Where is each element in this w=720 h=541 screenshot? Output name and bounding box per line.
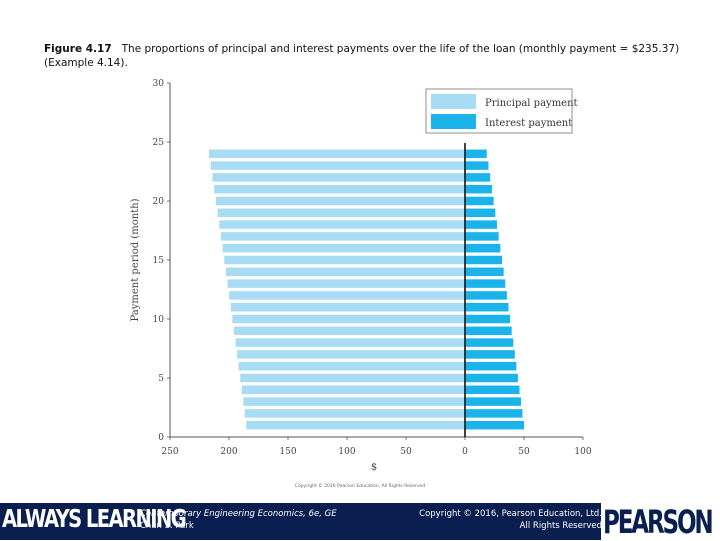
bar-interest-23 bbox=[465, 161, 489, 170]
bar-principal-19 bbox=[217, 208, 465, 218]
y-tick-label: 10 bbox=[153, 315, 165, 325]
legend-swatch-principal bbox=[431, 94, 476, 109]
figure-label: Figure 4.17 bbox=[44, 43, 112, 55]
bar-interest-13 bbox=[465, 279, 506, 288]
footer-slogan: ALWAYS LEARNING bbox=[2, 504, 187, 533]
bar-interest-19 bbox=[465, 208, 496, 218]
legend-swatch-interest bbox=[431, 114, 476, 129]
y-tick-label: 25 bbox=[153, 138, 165, 148]
x-tick-label: 50 bbox=[518, 447, 530, 457]
bar-principal-13 bbox=[227, 279, 465, 288]
bar-principal-12 bbox=[229, 291, 465, 300]
bar-interest-6 bbox=[465, 361, 517, 371]
bar-interest-5 bbox=[465, 373, 518, 383]
payment-chart: 250 200 150 100 50 0 50 100 0 5 10 15 20 25 30 $ Payme… bbox=[130, 79, 592, 489]
bar-principal-23 bbox=[210, 161, 465, 170]
footer-bar: ALWAYS LEARNING Contemporary Engineering… bbox=[0, 503, 720, 541]
bar-interest-7 bbox=[465, 350, 515, 359]
footer-author: Chan S. Park bbox=[140, 521, 194, 531]
y-tick-label: 5 bbox=[158, 374, 164, 384]
bar-principal-6 bbox=[238, 361, 465, 371]
x-axis-label: $ bbox=[371, 462, 377, 473]
figure-caption: Figure 4.17 The proportions of principal… bbox=[44, 42, 684, 70]
bar-principal-14 bbox=[225, 267, 465, 277]
bar-principal-3 bbox=[243, 397, 465, 406]
bar-interest-3 bbox=[465, 397, 521, 406]
bar-principal-1 bbox=[246, 420, 465, 430]
bar-interest-11 bbox=[465, 302, 509, 312]
bar-interest-9 bbox=[465, 326, 512, 336]
bar-principal-22 bbox=[212, 173, 465, 182]
bar-principal-11 bbox=[230, 302, 465, 312]
footer-rights: All Rights Reserved bbox=[519, 521, 602, 531]
bar-interest-10 bbox=[465, 314, 511, 324]
bar-principal-8 bbox=[235, 338, 465, 347]
x-tick-label: 50 bbox=[400, 447, 412, 457]
bar-interest-12 bbox=[465, 291, 507, 300]
footer-copyright: Copyright © 2016, Pearson Education, Ltd… bbox=[419, 509, 602, 519]
footer-book-title: Contemporary Engineering Economics, 6e, … bbox=[140, 509, 337, 519]
bar-interest-16 bbox=[465, 243, 501, 253]
bar-principal-16 bbox=[222, 243, 465, 253]
pearson-logo: PEARSON bbox=[601, 503, 720, 541]
bar-interest-21 bbox=[465, 184, 492, 194]
bar-principal-21 bbox=[214, 184, 465, 194]
bar-interest-1 bbox=[465, 420, 524, 430]
x-tick-label: 150 bbox=[279, 447, 296, 457]
bars-group bbox=[208, 149, 524, 430]
bar-principal-20 bbox=[215, 196, 465, 206]
bar-interest-15 bbox=[465, 255, 503, 265]
bar-interest-22 bbox=[465, 173, 491, 182]
bar-interest-24 bbox=[465, 149, 487, 159]
bar-principal-24 bbox=[208, 149, 465, 159]
ticks-group: 250 200 150 100 50 0 50 100 0 5 10 15 20 25 30 bbox=[153, 79, 592, 457]
x-tick-label: 100 bbox=[574, 447, 591, 457]
y-tick-label: 30 bbox=[153, 79, 165, 89]
x-tick-label: 250 bbox=[161, 447, 178, 457]
x-tick-label: 100 bbox=[338, 447, 355, 457]
bar-interest-20 bbox=[465, 196, 494, 206]
legend-label-interest: Interest payment bbox=[485, 118, 572, 129]
bar-principal-4 bbox=[241, 385, 465, 395]
bar-interest-14 bbox=[465, 267, 504, 277]
bar-principal-18 bbox=[219, 220, 465, 229]
chart-watermark: Copyright © 2016 Pearson Education, All … bbox=[295, 482, 426, 489]
y-axis-label: Payment period (month) bbox=[130, 198, 141, 321]
legend-label-principal: Principal payment bbox=[485, 98, 578, 109]
bar-principal-10 bbox=[232, 314, 465, 324]
bar-principal-9 bbox=[233, 326, 465, 336]
figure-caption-text: The proportions of principal and interes… bbox=[44, 43, 680, 69]
x-tick-label: 0 bbox=[462, 447, 468, 457]
bar-interest-2 bbox=[465, 409, 523, 418]
bar-principal-7 bbox=[237, 350, 465, 359]
y-tick-label: 15 bbox=[153, 256, 165, 266]
bar-principal-15 bbox=[224, 255, 465, 265]
x-tick-label: 200 bbox=[220, 447, 237, 457]
bar-interest-4 bbox=[465, 385, 520, 395]
bar-interest-18 bbox=[465, 220, 498, 229]
legend: Principal payment Interest payment bbox=[425, 88, 578, 134]
bar-principal-5 bbox=[240, 373, 465, 383]
y-tick-label: 0 bbox=[158, 433, 164, 443]
bar-interest-17 bbox=[465, 232, 499, 241]
bar-principal-17 bbox=[220, 232, 465, 241]
pearson-logo-text: PEARSON bbox=[603, 503, 714, 541]
y-tick-label: 20 bbox=[153, 197, 165, 207]
bar-principal-2 bbox=[244, 409, 465, 418]
bar-interest-8 bbox=[465, 338, 514, 347]
